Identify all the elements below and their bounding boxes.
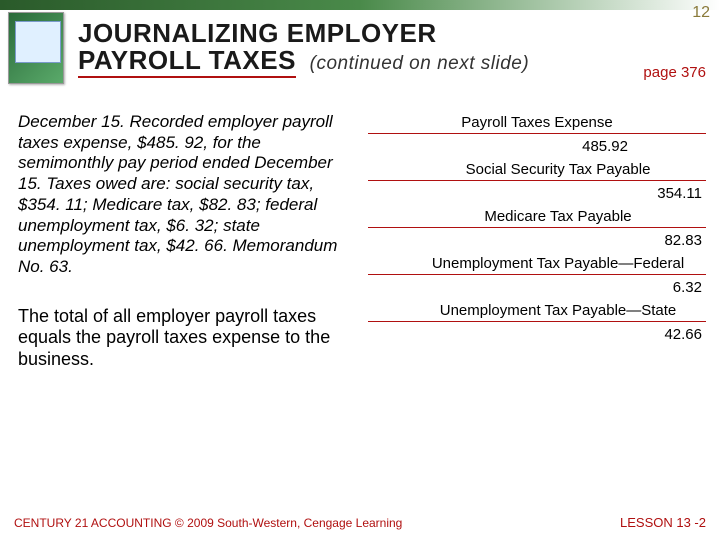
book-thumbnail xyxy=(8,12,64,84)
title-line1: JOURNALIZING EMPLOYER xyxy=(78,20,529,47)
left-column: December 15. Recorded employer payroll t… xyxy=(18,112,358,500)
account-entry: Unemployment Tax Payable—State 42.66 xyxy=(368,302,706,343)
account-value: 485.92 xyxy=(368,134,706,155)
title-block: JOURNALIZING EMPLOYER PAYROLL TAXES (con… xyxy=(78,20,529,78)
account-value: 42.66 xyxy=(368,322,706,343)
footer-lesson: LESSON 13 -2 xyxy=(620,515,706,530)
slide-footer: CENTURY 21 ACCOUNTING © 2009 South-Weste… xyxy=(14,515,706,530)
title-continuation: (continued on next slide) xyxy=(310,53,530,74)
transaction-description: December 15. Recorded employer payroll t… xyxy=(18,112,348,278)
account-entry: Medicare Tax Payable 82.83 xyxy=(368,208,706,249)
account-label-row: Unemployment Tax Payable—State xyxy=(368,302,706,322)
content-area: December 15. Recorded employer payroll t… xyxy=(18,112,706,500)
account-value: 82.83 xyxy=(368,228,706,249)
title-line2: PAYROLL TAXES xyxy=(78,47,296,77)
account-name: Social Security Tax Payable xyxy=(466,161,651,178)
account-entry: Unemployment Tax Payable—Federal 6.32 xyxy=(368,255,706,296)
account-label-row: Payroll Taxes Expense xyxy=(368,114,706,134)
account-value: 6.32 xyxy=(368,275,706,296)
page-reference: page 376 xyxy=(643,64,706,81)
account-label-row: Unemployment Tax Payable—Federal xyxy=(368,255,706,275)
account-entry: Payroll Taxes Expense 485.92 xyxy=(368,114,706,155)
account-label-row: Medicare Tax Payable xyxy=(368,208,706,228)
account-value: 354.11 xyxy=(368,181,706,202)
slide-header: 12 JOURNALIZING EMPLOYER PAYROLL TAXES (… xyxy=(0,0,720,100)
summary-paragraph: The total of all employer payroll taxes … xyxy=(18,306,348,371)
account-name: Unemployment Tax Payable—State xyxy=(440,302,677,319)
slide-number: 12 xyxy=(692,4,710,22)
footer-copyright: CENTURY 21 ACCOUNTING © 2009 South-Weste… xyxy=(14,516,402,530)
account-label-row: Social Security Tax Payable xyxy=(368,161,706,181)
account-name: Medicare Tax Payable xyxy=(484,208,631,225)
title-line2-wrap: PAYROLL TAXES (continued on next slide) xyxy=(78,47,529,77)
right-column: Payroll Taxes Expense 485.92 Social Securi… xyxy=(358,112,706,500)
header-gradient-bar xyxy=(0,0,720,10)
account-entry: Social Security Tax Payable 354.11 xyxy=(368,161,706,202)
account-name: Payroll Taxes Expense xyxy=(461,114,612,131)
account-name: Unemployment Tax Payable—Federal xyxy=(432,255,684,272)
